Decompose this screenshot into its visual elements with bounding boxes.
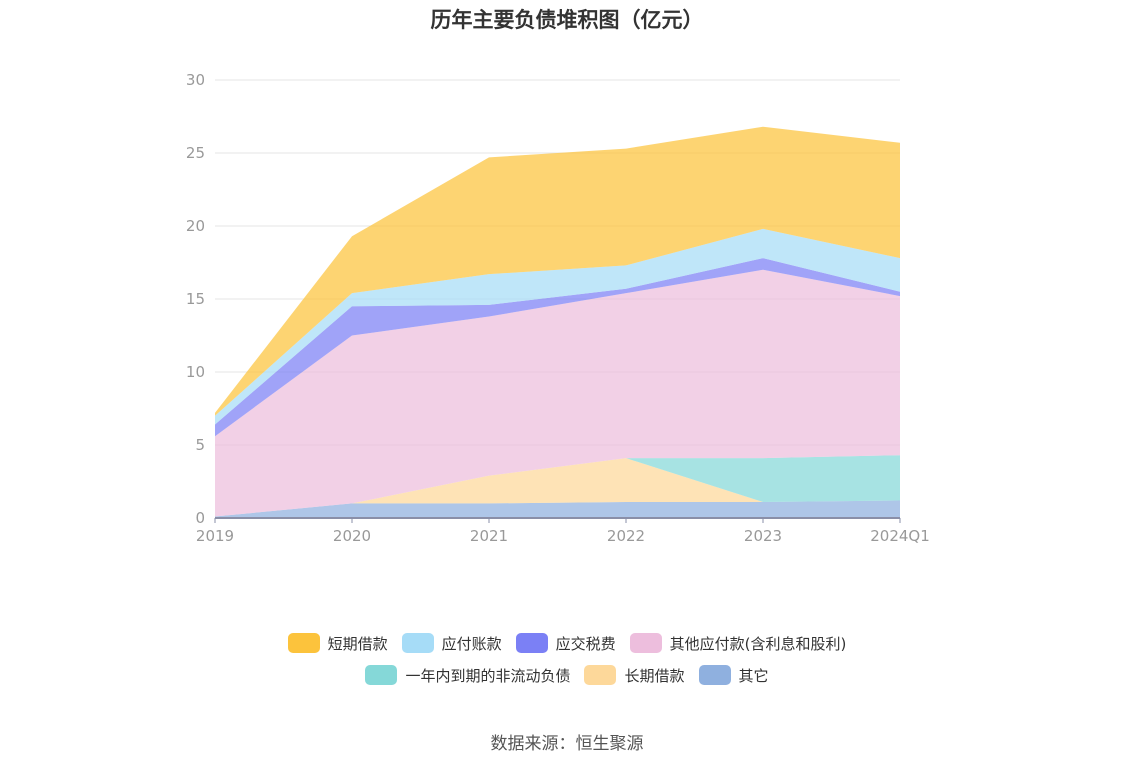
y-tick-label: 15 bbox=[186, 290, 205, 308]
legend-label: 短期借款 bbox=[327, 634, 388, 653]
legend-swatch bbox=[287, 633, 320, 653]
area-series bbox=[215, 126, 900, 518]
area-series-6 bbox=[215, 126, 900, 416]
area-series-1 bbox=[215, 458, 900, 517]
legend-item[interactable]: 应交税费 bbox=[515, 632, 616, 654]
y-tick-label: 10 bbox=[186, 363, 205, 381]
y-tick-label: 0 bbox=[195, 509, 205, 527]
x-tick-label: 2023 bbox=[744, 527, 782, 545]
chart-title: 历年主要负债堆积图（亿元） bbox=[430, 8, 704, 32]
legend-label: 一年内到期的非流动负债 bbox=[405, 666, 571, 685]
legend-label: 其他应付款(含利息和股利) bbox=[669, 634, 847, 653]
x-tick-label: 2021 bbox=[470, 527, 508, 545]
legend-swatch bbox=[629, 633, 662, 653]
x-tick-label: 2020 bbox=[333, 527, 371, 545]
legend-item[interactable]: 长期借款 bbox=[584, 664, 685, 686]
legend-item[interactable]: 短期借款 bbox=[287, 632, 388, 654]
y-tick-label: 20 bbox=[186, 217, 205, 235]
legend-row-2: 一年内到期的非流动负债 长期借款 其它 bbox=[0, 664, 1134, 686]
x-tick-label: 2019 bbox=[196, 527, 234, 545]
area-series-0 bbox=[215, 500, 900, 518]
area-series-5 bbox=[215, 228, 900, 425]
stacked-area-chart: 0 5 10 15 20 25 30 2019 2020 2021 2022 2023 2024Q1 bbox=[186, 71, 930, 545]
x-tick-label: 2022 bbox=[607, 527, 645, 545]
area-series-2 bbox=[215, 455, 900, 517]
legend-item[interactable]: 一年内到期的非流动负债 bbox=[365, 664, 570, 686]
legend-swatch bbox=[365, 665, 398, 685]
area-series-4 bbox=[215, 258, 900, 437]
legend-label: 长期借款 bbox=[624, 666, 685, 685]
y-tick-label: 5 bbox=[195, 436, 205, 454]
y-tick-label: 25 bbox=[186, 144, 205, 162]
x-tick-label: 2024Q1 bbox=[870, 527, 930, 545]
legend-swatch bbox=[401, 633, 434, 653]
legend-swatch bbox=[698, 665, 731, 685]
area-series-3 bbox=[215, 269, 900, 517]
legend-item[interactable]: 应付账款 bbox=[401, 632, 502, 654]
legend-label: 应付账款 bbox=[441, 634, 502, 653]
legend-swatch bbox=[515, 633, 548, 653]
legend-item[interactable]: 其他应付款(含利息和股利) bbox=[629, 632, 847, 654]
legend-row-1: 短期借款 应付账款 应交税费 其他应付款(含利息和股利) bbox=[0, 632, 1134, 654]
y-tick-label: 30 bbox=[186, 71, 205, 89]
legend-swatch bbox=[584, 665, 617, 685]
data-source: 数据来源：恒生聚源 bbox=[490, 734, 644, 754]
legend-item[interactable]: 其它 bbox=[698, 664, 769, 686]
axes: 0 5 10 15 20 25 30 2019 2020 2021 2022 2023 2024Q1 bbox=[186, 71, 930, 545]
legend: 短期借款 应付账款 应交税费 其他应付款(含利息和股利) 一年内到期的非流动负债 长期借… bbox=[0, 632, 1134, 696]
legend-label: 应交税费 bbox=[555, 634, 616, 653]
legend-label: 其它 bbox=[738, 666, 769, 685]
